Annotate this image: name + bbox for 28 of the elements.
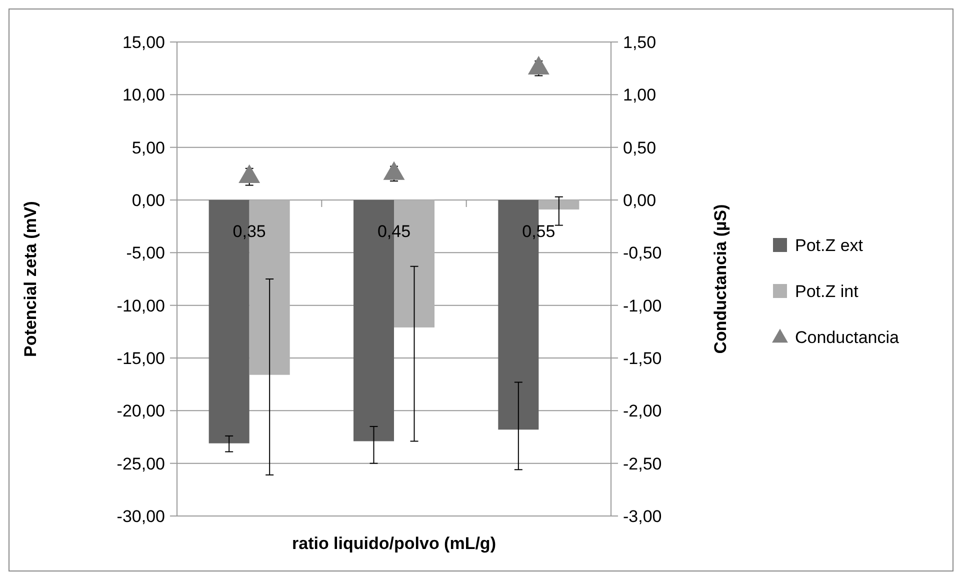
y2-tick-label: -3,00 xyxy=(623,506,662,526)
y-tick-label: 15,00 xyxy=(122,32,165,52)
x-tick-label: 0,45 xyxy=(377,222,411,241)
y-tick-label: 10,00 xyxy=(122,86,165,105)
legend-label: Pot.Z ext xyxy=(795,236,864,255)
y2-axis-title: Conductancia (µS) xyxy=(711,204,730,354)
y2-tick-label: 0,50 xyxy=(623,138,656,158)
legend-label: Conductancia xyxy=(795,328,900,347)
y2-tick-label: -1,50 xyxy=(623,348,662,368)
y-tick-label: -5,00 xyxy=(126,244,165,263)
y2-tick-label: -2,50 xyxy=(623,454,662,474)
y2-tick-label: 1,00 xyxy=(623,86,656,105)
y-tick-label: 5,00 xyxy=(132,138,165,158)
y-tick-label: -25,00 xyxy=(116,454,165,474)
legend-label: Pot.Z int xyxy=(795,282,859,301)
y2-tick-label: -0,50 xyxy=(623,244,662,263)
y-tick-label: -10,00 xyxy=(116,296,165,316)
y2-tick-label: -1,00 xyxy=(623,296,662,316)
x-tick-label: 0,35 xyxy=(232,222,266,241)
y-tick-label: -30,00 xyxy=(116,506,165,526)
y2-tick-label: -2,00 xyxy=(623,402,662,421)
y-axis-title: Potencial zeta (mV) xyxy=(21,201,40,357)
y2-tick-label: 1,50 xyxy=(623,32,656,52)
y-tick-label: -15,00 xyxy=(116,348,165,368)
y-tick-label: 0,00 xyxy=(132,190,165,210)
x-axis-title: ratio liquido/polvo (mL/g) xyxy=(292,534,496,553)
y-tick-label: -20,00 xyxy=(116,402,165,421)
y2-tick-label: 0,00 xyxy=(623,190,656,210)
